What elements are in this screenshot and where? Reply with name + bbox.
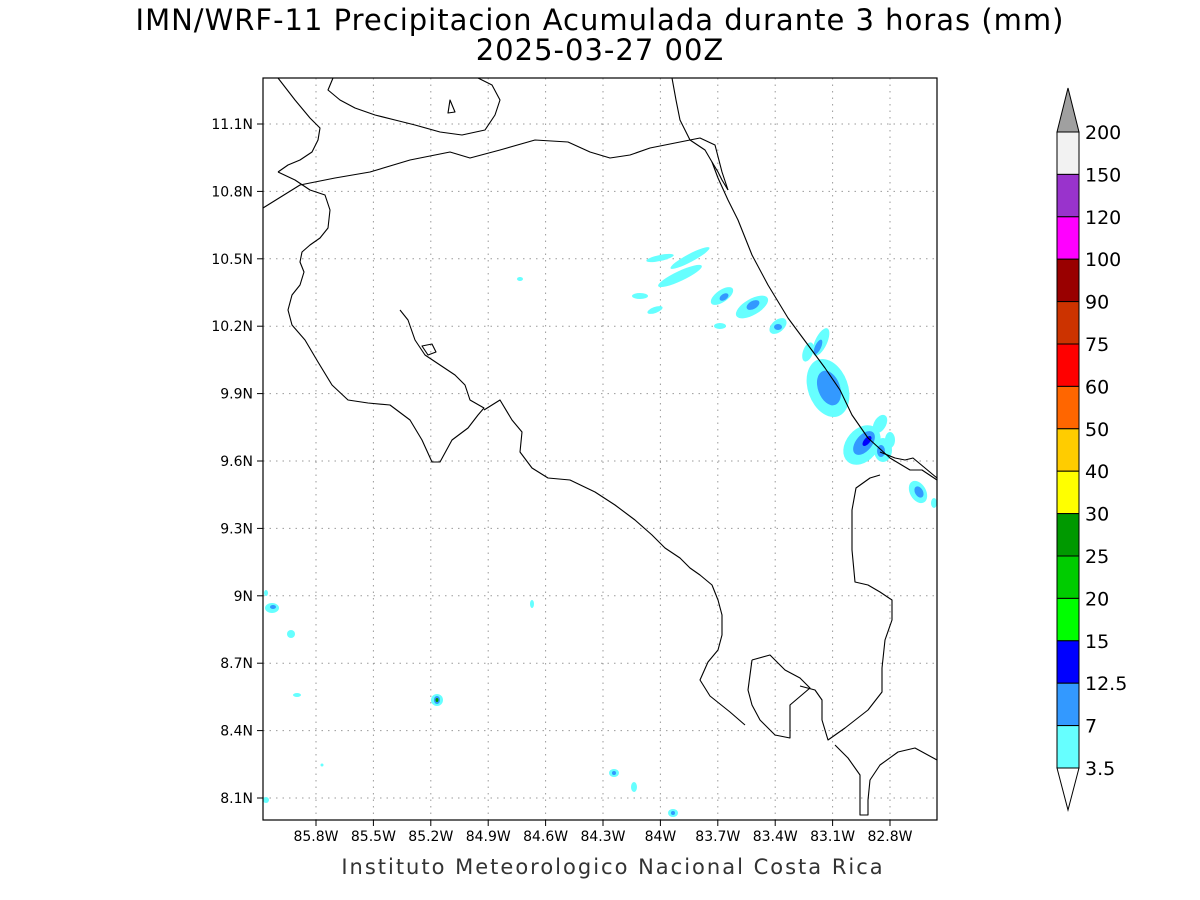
y-tick-label: 9N — [234, 589, 253, 605]
x-tick-label: 84.6W — [523, 829, 568, 845]
colorbar-label: 150 — [1085, 164, 1121, 186]
y-tick-label: 9.3N — [220, 521, 253, 537]
colorbar-box — [1056, 131, 1080, 175]
colorbar-label: 12.5 — [1085, 673, 1127, 695]
y-tick-label: 10.2N — [211, 319, 253, 335]
colorbar-label: 3.5 — [1085, 758, 1115, 780]
colorbar-label: 100 — [1085, 249, 1121, 271]
colorbar-box — [1056, 343, 1080, 387]
coastlines-borders — [262, 77, 938, 816]
colorbar: 200 150 120 100 90 75 60 50 40 30 25 20 15 12.5 7 3.5 — [1056, 87, 1127, 812]
colorbar-box — [1056, 428, 1080, 472]
golfo-dulce-coast — [799, 474, 893, 741]
y-tick-label: 9.6N — [220, 454, 253, 470]
x-tick-label: 84W — [645, 829, 677, 845]
colorbar-label: 75 — [1085, 334, 1109, 356]
lake-nicaragua-coast — [327, 77, 501, 136]
colorbar-box — [1056, 640, 1080, 684]
x-tick-label: 83.7W — [695, 829, 740, 845]
colorbar-box — [1056, 385, 1080, 430]
colorbar-top-triangle — [1056, 87, 1080, 133]
y-tick-label: 8.1N — [220, 791, 253, 807]
y-tick-label: 10.8N — [211, 184, 253, 200]
colorbar-box — [1056, 597, 1080, 642]
ometepe-island — [447, 99, 456, 114]
border-line-interior — [711, 161, 729, 191]
y-tick-label: 8.7N — [220, 656, 253, 672]
x-tick-label: 83.1W — [810, 829, 855, 845]
colorbar-label: 90 — [1085, 292, 1109, 314]
pacific-coast-north — [277, 171, 485, 463]
colorbar-label: 60 — [1085, 376, 1109, 398]
colorbar-box — [1056, 513, 1080, 557]
colorbar-label: 25 — [1085, 546, 1109, 568]
x-tick-label: 84.3W — [580, 829, 625, 845]
colorbar-boxes — [1056, 131, 1080, 769]
map-subtitle-date: 2025-03-27 00Z — [475, 33, 725, 67]
x-tick-label: 82.8W — [867, 829, 912, 845]
colorbar-box — [1056, 682, 1080, 727]
nicaragua-border — [262, 137, 729, 209]
y-tick-label: 8.4N — [220, 724, 253, 740]
colorbar-label: 40 — [1085, 461, 1109, 483]
y-tick-label: 10.5N — [211, 252, 253, 268]
map-area — [262, 77, 938, 821]
footer-credit: Instituto Meteorologico Nacional Costa R… — [341, 855, 885, 879]
colorbar-labels: 200 150 120 100 90 75 60 50 40 30 25 20 15 12.5 7 3.5 — [1085, 122, 1127, 780]
caribbean-coast — [671, 77, 938, 481]
panama-border-caribbean — [879, 451, 938, 479]
x-axis: 85.8W 85.5W 85.2W 84.9W 84.6W 84.3W 84W 83.7W 83… — [293, 820, 913, 845]
y-axis: 11.1N 10.8N 10.5N 10.2N 9.9N 9.6N 9.3N 9N 8.7N 8.… — [211, 117, 263, 807]
colorbar-box — [1056, 173, 1080, 218]
precip-cells-pacific — [263, 277, 678, 817]
x-tick-label: 85.2W — [408, 829, 453, 845]
gulf-of-nicoya-east — [483, 399, 746, 726]
map-title: IMN/WRF-11 Precipitacion Acumulada duran… — [135, 3, 1065, 37]
nicoya-gulf-island — [421, 343, 437, 356]
colorbar-label: 120 — [1085, 207, 1121, 229]
colorbar-box — [1056, 725, 1080, 769]
colorbar-label: 20 — [1085, 588, 1109, 610]
colorbar-label: 15 — [1085, 631, 1109, 653]
x-tick-label: 85.8W — [293, 829, 338, 845]
colorbar-box — [1056, 216, 1080, 260]
panama-border — [834, 744, 938, 816]
colorbar-label: 50 — [1085, 419, 1109, 441]
colorbar-label: 200 — [1085, 122, 1121, 144]
y-tick-label: 9.9N — [220, 387, 253, 403]
colorbar-box — [1056, 258, 1080, 303]
x-tick-label: 84.9W — [466, 829, 511, 845]
colorbar-label: 30 — [1085, 504, 1109, 526]
colorbar-box — [1056, 555, 1080, 599]
osa-peninsula — [747, 654, 811, 739]
colorbar-box — [1056, 470, 1080, 515]
colorbar-label: 7 — [1085, 716, 1097, 738]
colorbar-bottom-triangle — [1056, 767, 1080, 812]
map-background — [263, 78, 937, 820]
y-tick-label: 11.1N — [211, 117, 253, 133]
map-frame — [262, 77, 938, 821]
x-tick-label: 83.4W — [753, 829, 798, 845]
nicaragua-west-coast — [277, 77, 321, 173]
colorbar-box — [1056, 301, 1080, 345]
x-tick-label: 85.5W — [351, 829, 396, 845]
